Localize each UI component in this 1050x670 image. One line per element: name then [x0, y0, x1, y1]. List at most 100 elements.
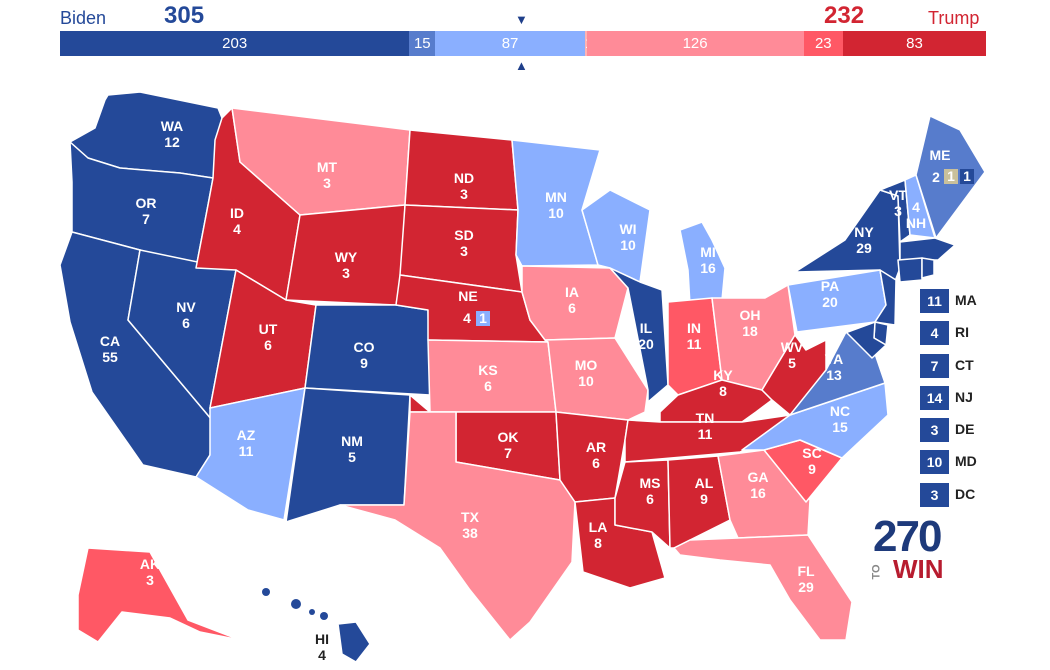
bar-segment: 23 [803, 31, 844, 56]
state-abbr: IL [640, 320, 653, 336]
state-ev: 6 [646, 491, 654, 507]
270towin-logo: 270 TO WIN [870, 512, 944, 584]
state-ev: 8 [719, 383, 727, 399]
state-abbr: PA [821, 278, 839, 294]
bar-segment: 1 [584, 31, 587, 56]
bar-segment: 87 [435, 31, 585, 56]
small-state-abbr: DE [955, 421, 975, 438]
state-abbr: ND [454, 170, 474, 186]
state-ri[interactable] [921, 257, 935, 279]
state-ev: 18 [742, 323, 758, 339]
state-nj[interactable] [874, 269, 897, 326]
state-ev: 2 [932, 169, 940, 185]
small-state-ev-box: 7 [920, 353, 949, 378]
state-abbr: WV [781, 339, 804, 355]
state-sd[interactable] [399, 204, 523, 293]
state-ev: 9 [700, 491, 708, 507]
small-state-ev-box: 4 [920, 321, 949, 346]
state-abbr: ME [930, 147, 951, 163]
state-ev: 10 [620, 237, 636, 253]
state-ev: 3 [460, 243, 468, 259]
bar-segment: 15 [409, 31, 436, 56]
state-ev: 6 [182, 315, 190, 331]
rep-candidate-name: Trump [928, 8, 980, 28]
small-state-ev-box: 11 [920, 289, 949, 313]
dem-electoral-total: 305 [164, 2, 205, 29]
state-abbr: HI [315, 631, 329, 647]
state-abbr: OK [498, 429, 519, 445]
state-abbr: TX [461, 509, 480, 525]
small-state-abbr: MD [955, 453, 977, 470]
state-abbr: UT [259, 321, 278, 337]
state-abbr: AZ [237, 427, 256, 443]
state-abbr: KY [713, 367, 733, 383]
state-abbr: WI [619, 221, 636, 237]
state-abbr: GA [748, 469, 769, 485]
state-ma[interactable] [899, 237, 956, 261]
district-ev: 1 [479, 310, 487, 326]
state-tx[interactable] [339, 411, 576, 641]
state-ev: 5 [788, 355, 796, 371]
state-abbr: OH [740, 307, 761, 323]
state-abbr: MT [317, 159, 338, 175]
state-ev: 4 [463, 310, 471, 326]
state-mo[interactable] [544, 337, 649, 421]
state-ct[interactable] [897, 257, 923, 283]
district-box [476, 311, 490, 326]
state-hi[interactable] [337, 621, 371, 663]
small-state-ev-box: 3 [920, 418, 949, 443]
state-abbr: AR [586, 439, 606, 455]
state-abbr: NC [830, 403, 850, 419]
state-ev: 11 [687, 336, 702, 352]
state-ev: 29 [856, 240, 872, 256]
district-box [944, 169, 958, 184]
state-abbr: NY [854, 224, 874, 240]
majority-marker-bottom-icon: ▲ [515, 58, 528, 73]
state-abbr: MI [700, 244, 716, 260]
state-ev: 7 [142, 211, 150, 227]
state-ev: 3 [460, 186, 468, 202]
state-il[interactable] [609, 267, 669, 403]
state-ev: 3 [146, 572, 154, 588]
dem-candidate-name: Biden [60, 8, 107, 28]
electoral-header: Biden 305 232 Trump ▼ 203158711262383 ▲ [0, 0, 1050, 80]
state-abbr: NE [458, 288, 477, 304]
state-ev: 3 [342, 265, 350, 281]
state-abbr: IA [565, 284, 579, 300]
small-state-abbr: DC [955, 485, 976, 502]
bar-segment: 126 [586, 31, 804, 56]
bar-segment: 83 [843, 31, 986, 56]
state-ev: 11 [698, 426, 713, 442]
district-ev: 1 [963, 168, 971, 184]
district-ev: 1 [947, 168, 955, 184]
state-fl[interactable] [673, 534, 853, 641]
state-abbr: WA [161, 118, 184, 134]
small-state-abbr: RI [955, 324, 969, 341]
state-ev: 3 [323, 175, 331, 191]
state-ev: 10 [578, 373, 594, 389]
majority-marker-top-icon: ▼ [515, 12, 528, 27]
state-ev: 55 [102, 349, 118, 365]
small-state-ev-box: 14 [920, 385, 949, 410]
state-abbr: VA [825, 351, 843, 367]
state-ak[interactable] [77, 547, 241, 643]
state-mn[interactable] [511, 139, 601, 267]
small-state-abbr: NJ [955, 388, 973, 405]
state-ev: 38 [462, 525, 478, 541]
state-wv[interactable] [761, 334, 827, 416]
state-ev: 16 [750, 485, 766, 501]
state-ev: 15 [832, 419, 848, 435]
state-abbr: AL [695, 475, 714, 491]
state-abbr: NH [906, 215, 926, 231]
state-abbr: TN [696, 410, 715, 426]
state-md[interactable] [825, 321, 887, 359]
state-ev: 13 [826, 367, 842, 383]
state-ev: 10 [548, 205, 564, 221]
state-ev: 6 [484, 378, 492, 394]
state-ev: 6 [592, 455, 600, 471]
state-vt[interactable] [879, 179, 911, 243]
state-ev: 7 [504, 445, 512, 461]
small-state-abbr: CT [955, 356, 974, 373]
state-mi[interactable] [679, 221, 726, 306]
